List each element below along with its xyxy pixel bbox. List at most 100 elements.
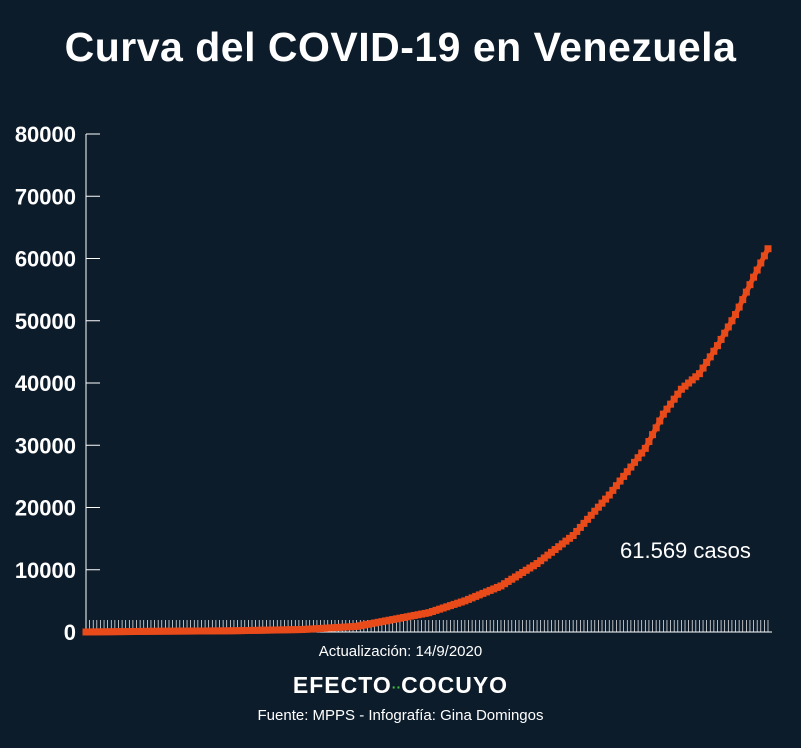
data-point: [674, 390, 682, 398]
data-point: [133, 627, 141, 635]
data-point: [280, 626, 288, 634]
data-point: [497, 582, 505, 590]
data-point: [584, 515, 592, 523]
data-point: [259, 626, 267, 634]
data-point: [338, 623, 346, 631]
data-point: [526, 564, 534, 572]
data-point: [421, 609, 429, 617]
data-point: [378, 618, 386, 626]
chart-title: Curva del COVID-19 en Venezuela: [64, 24, 737, 70]
y-tick-label: 0: [64, 620, 76, 645]
data-point: [205, 627, 213, 635]
data-point: [136, 627, 144, 635]
data-point: [544, 551, 552, 559]
data-point: [363, 620, 371, 628]
data-point: [681, 382, 689, 390]
data-point: [645, 438, 653, 446]
data-point: [302, 625, 310, 633]
data-point: [187, 627, 195, 635]
data-point: [414, 611, 422, 619]
data-point: [562, 537, 570, 545]
data-point: [436, 605, 444, 613]
data-point: [670, 395, 678, 403]
data-point: [295, 626, 303, 634]
data-point: [114, 628, 122, 636]
data-point: [457, 598, 465, 606]
y-tick-label: 60000: [15, 247, 76, 272]
data-point: [396, 614, 404, 622]
series-line: [85, 247, 771, 635]
brand-dots: ··: [391, 678, 402, 695]
data-point: [392, 615, 400, 623]
data-point: [468, 594, 476, 602]
data-point: [190, 627, 198, 635]
data-point: [100, 628, 108, 636]
data-point: [508, 575, 516, 583]
data-point: [479, 589, 487, 597]
data-point: [656, 417, 664, 425]
data-point: [223, 627, 231, 635]
y-tick-label: 80000: [15, 122, 76, 147]
data-point: [472, 592, 480, 600]
data-point: [320, 624, 328, 632]
data-point: [721, 329, 729, 337]
data-point: [638, 449, 646, 457]
data-point: [385, 616, 393, 624]
update-date: Actualización: 14/9/2020: [318, 643, 483, 660]
data-point: [501, 580, 509, 588]
data-point: [569, 532, 577, 540]
data-point: [547, 548, 555, 556]
data-point: [335, 623, 343, 631]
data-point: [403, 613, 411, 621]
data-point: [706, 353, 714, 361]
data-point: [306, 625, 314, 633]
data-point: [291, 626, 299, 634]
data-point: [566, 534, 574, 542]
data-point: [612, 482, 620, 490]
data-point: [634, 454, 642, 462]
data-point: [262, 626, 270, 634]
data-point: [230, 627, 238, 635]
data-point: [753, 266, 761, 274]
data-point: [594, 503, 602, 511]
y-tick-label: 70000: [15, 184, 76, 209]
data-point: [244, 626, 252, 634]
data-point: [724, 323, 732, 331]
data-point: [176, 627, 184, 635]
data-point: [443, 603, 451, 611]
data-point: [82, 628, 90, 636]
data-point: [663, 405, 671, 413]
data-point: [760, 252, 768, 260]
data-point: [735, 303, 743, 311]
last-value-annotation: 61.569 casos: [620, 538, 751, 563]
data-point: [685, 379, 693, 387]
data-point: [255, 626, 263, 634]
data-point: [461, 597, 469, 605]
source-credit: Fuente: MPPS - Infografía: Gina Domingos: [257, 707, 544, 724]
data-point: [208, 627, 216, 635]
data-point: [418, 610, 426, 618]
data-point: [327, 624, 335, 632]
data-point: [345, 623, 353, 631]
data-point: [226, 627, 234, 635]
data-point: [96, 628, 104, 636]
data-point: [169, 627, 177, 635]
data-point: [432, 606, 440, 614]
data-point: [216, 627, 224, 635]
data-point: [183, 627, 191, 635]
data-point: [537, 557, 545, 565]
data-point: [558, 540, 566, 548]
data-point: [179, 627, 187, 635]
data-point: [465, 595, 472, 603]
data-point: [439, 604, 447, 612]
data-point: [248, 626, 256, 634]
data-point: [587, 511, 595, 519]
data-point: [551, 546, 559, 554]
data-point: [616, 477, 624, 485]
data-point: [742, 288, 750, 296]
data-point: [605, 491, 613, 499]
data-point: [273, 626, 281, 634]
data-point: [450, 600, 458, 608]
data-point: [111, 628, 119, 636]
